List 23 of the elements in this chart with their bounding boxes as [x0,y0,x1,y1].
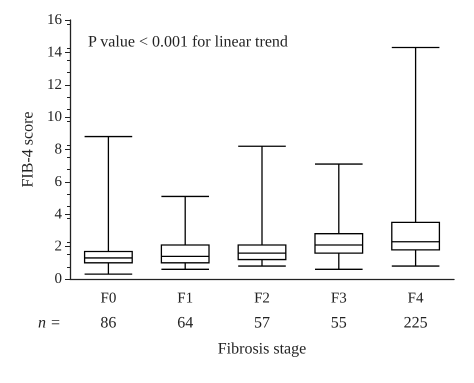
x-tick-label: F1 [177,290,194,306]
y-tick-label: 10 [47,109,62,126]
x-tick-label: F3 [330,290,347,306]
y-tick-label: 12 [47,76,62,93]
text: 55 [330,314,347,332]
text: 86 [100,314,116,332]
y-tick-label: 2 [54,238,62,255]
y-axis-title: FIB-4 score [20,112,36,188]
annotation: P value < 0.001 for linear trend [88,34,288,50]
y-tick-label: 4 [54,206,62,222]
x-tick-label: F0 [100,290,116,306]
y-tick-label: 0 [54,271,62,287]
text: 57 [254,314,270,332]
y-tick-label: 14 [47,44,62,60]
text: 64 [177,314,194,332]
y-tick-label: 8 [54,142,62,158]
x-tick-label: F2 [254,290,270,306]
text: 225 [404,314,428,332]
x-tick-label: F4 [408,290,424,306]
y-tick-label: 6 [54,174,62,190]
x-axis-title: Fibrosis stage [218,340,306,358]
y-tick-label: 16 [47,12,62,28]
text: n = [38,314,61,332]
